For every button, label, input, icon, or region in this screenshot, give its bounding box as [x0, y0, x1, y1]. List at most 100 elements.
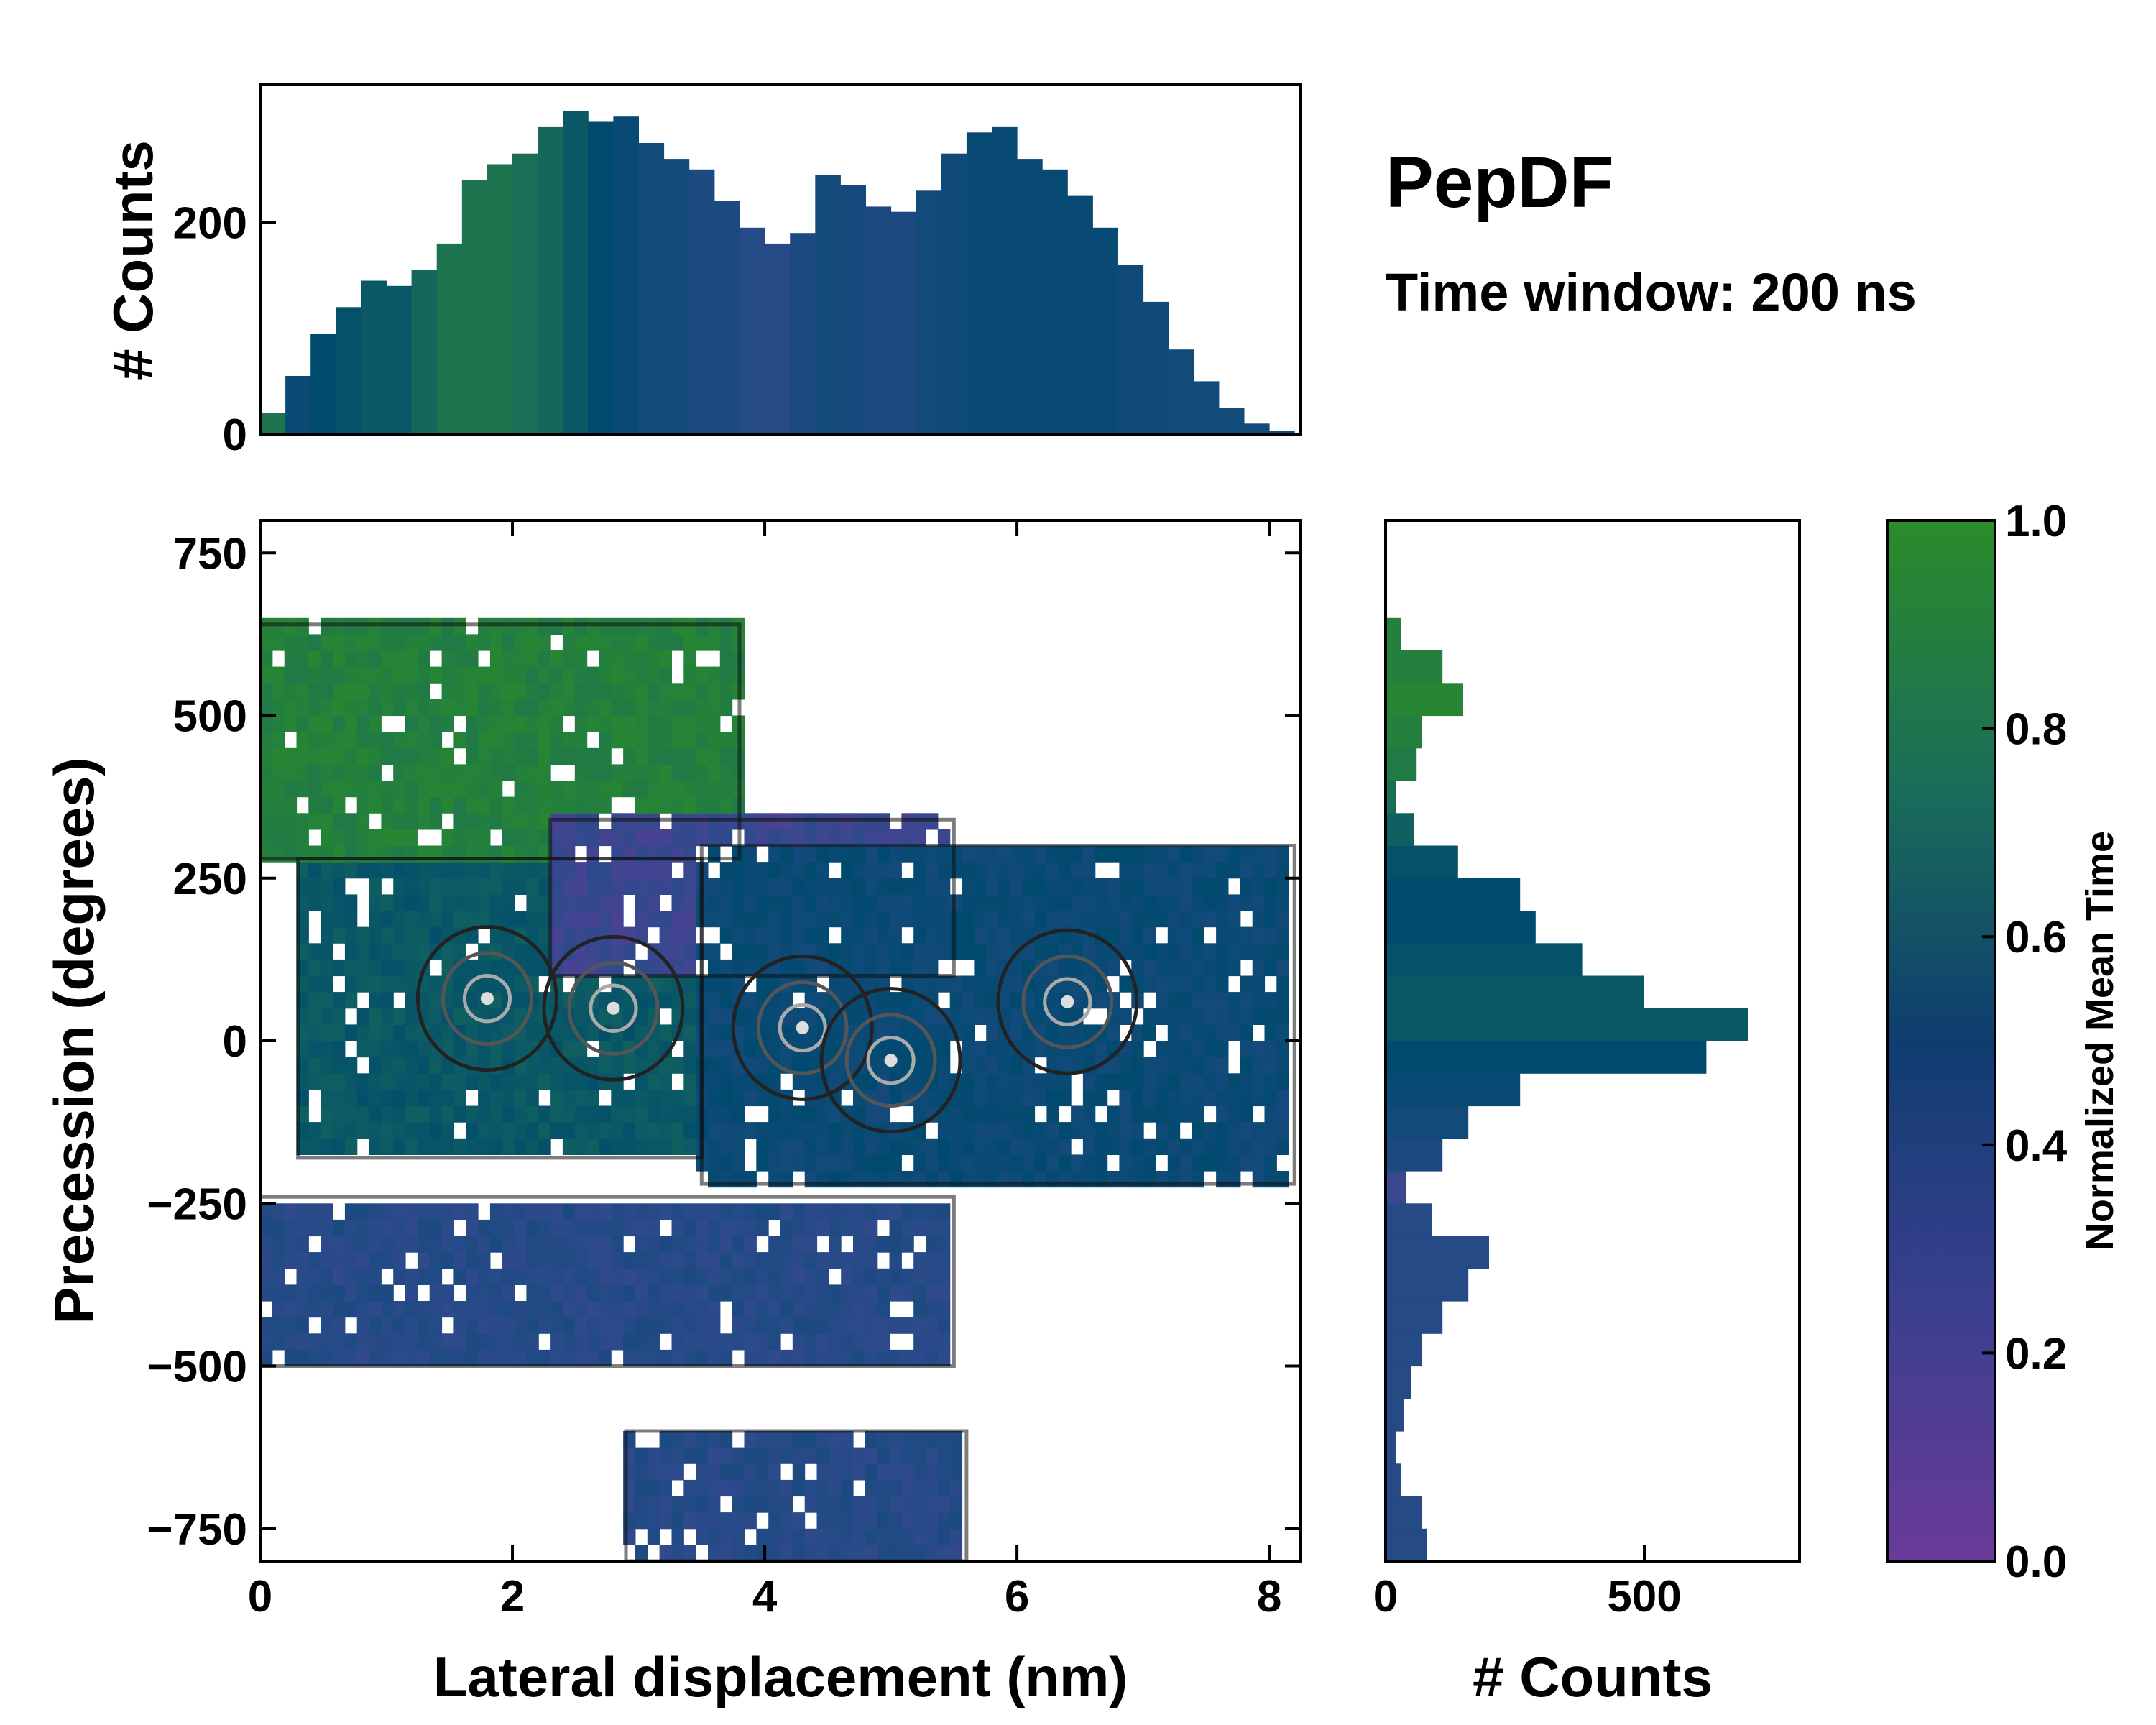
heatmap-cell	[719, 975, 733, 993]
heatmap-cell	[841, 926, 854, 944]
heatmap-cell	[949, 1105, 963, 1123]
heatmap-cell	[696, 1236, 709, 1253]
heatmap-cell	[816, 1496, 829, 1513]
heatmap-cell	[768, 1236, 781, 1253]
heatmap-cell	[562, 813, 576, 830]
heatmap-cell	[1264, 1057, 1277, 1074]
heatmap-cell	[926, 975, 939, 993]
heatmap-cell	[344, 683, 358, 700]
heatmap-cell	[514, 943, 527, 960]
heatmap-cell	[659, 1512, 672, 1530]
heatmap-cell	[514, 666, 527, 684]
heatmap-cell	[889, 894, 902, 911]
heatmap-cell	[926, 1545, 939, 1561]
heatmap-cell	[647, 1105, 660, 1123]
heatmap-cell	[333, 715, 346, 732]
heatmap-cell	[719, 1268, 733, 1285]
heatmap-cell	[913, 1333, 926, 1351]
heatmap-cell	[574, 1122, 588, 1139]
heatmap-cell	[441, 1089, 454, 1107]
heatmap-cell	[647, 1041, 660, 1058]
heatmap-cell	[489, 1203, 503, 1220]
heatmap-cell	[611, 666, 624, 684]
heatmap-cell	[466, 764, 479, 781]
heatmap-cell	[1059, 862, 1072, 879]
heatmap-cell	[756, 975, 769, 993]
heatmap-cell	[804, 1317, 818, 1334]
heatmap-cell	[659, 1545, 672, 1561]
heatmap-cell	[732, 1073, 745, 1090]
heatmap-cell	[659, 748, 672, 765]
heatmap-cell	[865, 813, 878, 830]
heatmap-cell	[514, 1349, 527, 1367]
heatmap-cell	[926, 1496, 939, 1513]
heatmap-cell	[502, 813, 515, 830]
heatmap-cell	[308, 748, 321, 765]
heatmap-cell	[1082, 911, 1096, 928]
heatmap-cell	[381, 1089, 394, 1107]
heatmap-cell	[586, 617, 599, 635]
top-hist-bar	[663, 159, 690, 434]
heatmap-cell	[732, 1138, 745, 1155]
heatmap-cell	[1143, 1008, 1156, 1025]
heatmap-cell	[1204, 1024, 1217, 1041]
heatmap-cell	[562, 1301, 576, 1318]
heatmap-cell	[514, 715, 527, 732]
heatmap-cell	[393, 943, 406, 960]
heatmap-cell	[659, 796, 672, 814]
heatmap-cell	[659, 992, 672, 1009]
heatmap-cell	[683, 1219, 696, 1237]
heatmap-cell	[708, 683, 721, 700]
heatmap-cell	[671, 813, 684, 830]
heatmap-cell	[514, 1219, 527, 1237]
heatmap-cell	[962, 1073, 975, 1090]
right-x-tick-label: 0	[1373, 1572, 1398, 1622]
heatmap-cell	[937, 911, 951, 928]
heatmap-cell	[1046, 1138, 1059, 1155]
heatmap-cell	[308, 732, 321, 749]
heatmap-cell	[550, 732, 563, 749]
heatmap-cell	[441, 748, 454, 765]
heatmap-cell	[1022, 1105, 1036, 1123]
heatmap-cell	[344, 748, 358, 765]
heatmap-cell	[841, 894, 854, 911]
heatmap-cell	[260, 813, 273, 830]
heatmap-cell	[272, 1333, 285, 1351]
heatmap-cell	[696, 683, 709, 700]
heatmap-cell	[356, 1236, 370, 1253]
heatmap-cell	[744, 1236, 757, 1253]
heatmap-cell	[937, 862, 951, 879]
heatmap-cell	[417, 634, 430, 651]
heatmap-cell	[417, 699, 430, 717]
top-hist-bar	[1193, 381, 1220, 434]
heatmap-cell	[829, 1317, 842, 1334]
heatmap-cell	[768, 1122, 781, 1139]
heatmap-cell	[1192, 878, 1204, 895]
heatmap-cell	[659, 1122, 672, 1139]
heatmap-cell	[321, 1057, 333, 1074]
heatmap-cell	[550, 1301, 563, 1318]
heatmap-cell	[321, 1236, 333, 1253]
heatmap-cell	[526, 1333, 539, 1351]
heatmap-cell	[1095, 845, 1108, 862]
heatmap-cell	[344, 634, 358, 651]
heatmap-cell	[623, 683, 636, 700]
heatmap-cell	[671, 1122, 684, 1139]
heatmap-cell	[683, 1479, 696, 1497]
heatmap-cell	[369, 1073, 382, 1090]
heatmap-cell	[611, 1203, 624, 1220]
heatmap-cell	[417, 666, 430, 684]
heatmap-cell	[369, 992, 382, 1009]
heatmap-cell	[574, 1219, 588, 1237]
heatmap-cell	[538, 715, 551, 732]
heatmap-cell	[719, 829, 733, 847]
heatmap-cell	[744, 1349, 757, 1367]
heatmap-cell	[478, 699, 491, 717]
heatmap-cell	[393, 1073, 406, 1090]
heatmap-cell	[453, 813, 466, 830]
heatmap-cell	[1252, 845, 1266, 862]
heatmap-cell	[466, 1252, 479, 1269]
heatmap-cell	[321, 781, 333, 798]
heatmap-cell	[1156, 894, 1169, 911]
heatmap-cell	[417, 1236, 430, 1253]
